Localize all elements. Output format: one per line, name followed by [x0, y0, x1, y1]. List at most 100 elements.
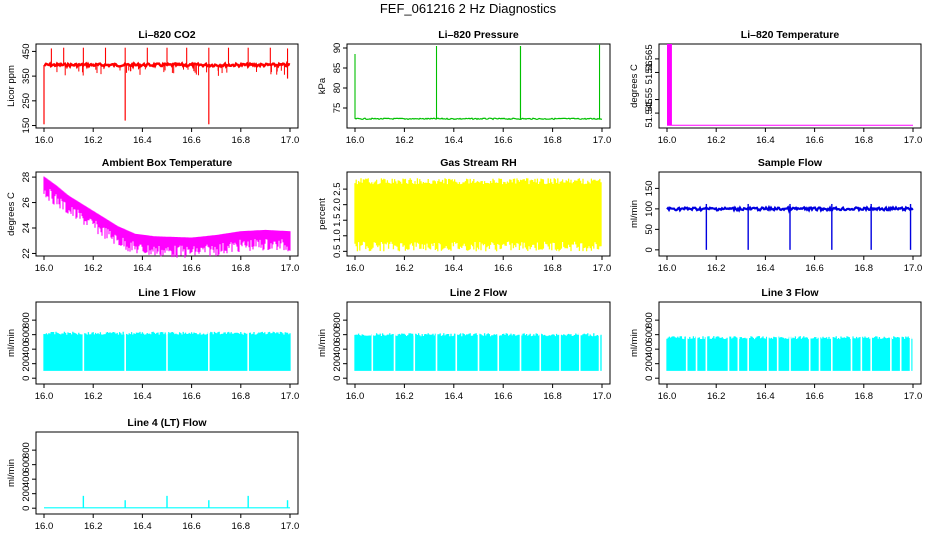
x-tick-label: 16.6: [494, 135, 513, 146]
y-tick-label: 400: [332, 341, 343, 357]
x-tick-label: 16.2: [707, 135, 726, 146]
panel-title: Line 4 (LT) Flow: [127, 417, 207, 429]
y-tick-label: 51.565: [644, 44, 655, 73]
y-tick-label: 85: [332, 63, 343, 74]
y-axis-label: ml/min: [317, 329, 328, 357]
x-tick-label: 16.8: [855, 263, 874, 274]
y-tick-label: 0: [644, 376, 655, 381]
x-tick-label: 16.4: [133, 521, 152, 532]
y-tick-label: 28: [21, 172, 32, 183]
data-series: [43, 176, 291, 258]
plot-frame: [658, 301, 922, 385]
y-tick-label: 600: [21, 327, 32, 343]
y-tick-label: 150: [21, 118, 32, 134]
x-tick-label: 16.8: [855, 391, 874, 402]
x-tick-label: 16.6: [805, 135, 824, 146]
x-tick-label: 16.0: [346, 135, 365, 146]
y-axis-label: percent: [317, 198, 328, 230]
plot-frame: [346, 171, 611, 257]
y-tick-label: 26: [21, 197, 32, 208]
y-tick-label: 450: [21, 43, 32, 59]
x-tick-label: 16.6: [494, 263, 513, 274]
plot-frame: [658, 171, 922, 257]
y-tick-label: 250: [21, 93, 32, 109]
panel-title: Li–820 Temperature: [741, 29, 840, 41]
data-series: [666, 203, 914, 250]
panel-co2: Li–820 CO2 16.0 16.2 16.4 16.6 16.8 17.0 150 250…: [6, 29, 299, 146]
y-tick-label: 400: [21, 471, 32, 487]
y-axis-label: ml/min: [629, 200, 640, 228]
y-tick-label: 24: [21, 223, 32, 234]
x-tick-label: 16.0: [658, 135, 677, 146]
data-series: [666, 334, 913, 372]
y-tick-label: 200: [332, 356, 343, 372]
x-tick-label: 17.0: [593, 135, 612, 146]
panel-pressure: Li–820 Pressure 16.0 16.2 16.4 16.6 16.8 17.0 7…: [317, 29, 611, 146]
y-axis-label: ml/min: [6, 329, 17, 357]
plot-frame: [346, 301, 611, 385]
x-tick-label: 16.4: [445, 263, 464, 274]
y-tick-label: 350: [21, 68, 32, 84]
y-axis-label: degrees C: [6, 192, 17, 236]
x-tick-label: 16.6: [494, 391, 513, 402]
plot-frame: [35, 301, 299, 385]
y-tick-label: 200: [644, 356, 655, 372]
temp-block: [667, 44, 672, 126]
panel-title: Line 1 Flow: [138, 287, 196, 299]
data-series: [667, 44, 913, 126]
x-tick-label: 16.2: [84, 135, 103, 146]
x-tick-label: 16.2: [395, 263, 414, 274]
x-tick-label: 17.0: [593, 391, 612, 402]
x-tick-label: 16.4: [756, 391, 775, 402]
y-tick-label: 50: [644, 224, 655, 235]
plot-frame: [658, 43, 922, 129]
y-tick-label: 150: [644, 180, 655, 196]
y-tick-label: 1.0: [332, 229, 343, 242]
data-series: [354, 178, 602, 252]
noise-band: [354, 178, 602, 252]
y-tick-label: 75: [332, 103, 343, 114]
panel-temp: Li–820 Temperature 16.0 16.2 16.4 16.6 16.8 17…: [629, 29, 922, 146]
x-tick-label: 16.0: [346, 263, 365, 274]
x-tick-label: 16.8: [232, 391, 251, 402]
plot-frame: [35, 43, 299, 129]
y-axis-label: ml/min: [6, 459, 17, 487]
y-tick-label: 80: [332, 83, 343, 94]
y-tick-label: 800: [21, 442, 32, 458]
plot-frame: [346, 43, 611, 129]
y-axis-label: Licor ppm: [6, 65, 17, 107]
y-tick-label: 22: [21, 248, 32, 259]
x-tick-label: 16.0: [658, 263, 677, 274]
x-tick-label: 16.0: [35, 135, 54, 146]
x-tick-label: 17.0: [281, 263, 300, 274]
panel-line2: Line 2 Flow 16.0 16.2 16.4 16.6 16.8 17.0 0 2004…: [317, 287, 611, 402]
x-tick-label: 16.0: [346, 391, 365, 402]
baseline-trace: [354, 117, 603, 121]
panel-rh: Gas Stream RH 16.0 16.2 16.4 16.6 16.8 17.0 0.5…: [317, 157, 611, 274]
panel-title: Line 3 Flow: [761, 287, 819, 299]
panel-title: Li–820 Pressure: [438, 29, 519, 41]
x-tick-label: 16.2: [84, 521, 103, 532]
figure-title: FEF_061216 2 Hz Diagnostics: [379, 1, 557, 16]
y-tick-label: 51.545: [644, 99, 655, 128]
x-tick-label: 16.8: [232, 521, 251, 532]
x-tick-label: 16.2: [395, 391, 414, 402]
x-tick-label: 16.2: [707, 263, 726, 274]
plot-frame: [35, 431, 299, 515]
panel-sample: Sample Flow 16.0 16.2 16.4 16.6 16.8 17.0 0 50 10…: [629, 157, 922, 274]
panel-title: Line 2 Flow: [450, 287, 508, 299]
y-tick-label: 1.5: [332, 214, 343, 227]
x-tick-label: 16.0: [35, 521, 54, 532]
x-tick-label: 16.6: [182, 135, 201, 146]
y-tick-label: 600: [21, 457, 32, 473]
x-tick-label: 16.8: [543, 263, 562, 274]
x-tick-label: 16.4: [133, 391, 152, 402]
x-tick-label: 16.4: [756, 135, 775, 146]
x-tick-label: 17.0: [593, 263, 612, 274]
x-tick-label: 16.0: [35, 263, 54, 274]
y-axis-label: kPa: [317, 77, 328, 94]
y-tick-label: 600: [644, 327, 655, 343]
data-series: [43, 47, 291, 125]
panel-title: Li–820 CO2: [138, 29, 195, 41]
